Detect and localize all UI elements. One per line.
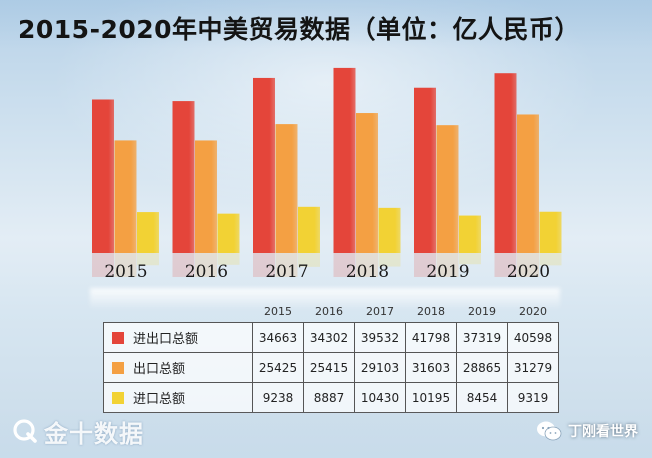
bar-reflection-export-2016: [195, 253, 217, 277]
data-table: 2015 2016 2017 2018 2019 2020 进出口总额 3466…: [103, 300, 559, 413]
legend-swatch-total: [112, 332, 124, 344]
bar-reflection-export-2018: [356, 253, 378, 277]
table-header-2016: 2016: [315, 304, 343, 318]
table-cell: 10195: [405, 382, 457, 413]
bar-import-2019: [459, 215, 481, 253]
bar-import-2016: [217, 213, 240, 253]
table-cell: 25425: [252, 352, 304, 383]
table-row-label: 出口总额: [103, 352, 253, 383]
table-cell: 34302: [303, 322, 355, 353]
table-header-2017: 2017: [366, 304, 394, 318]
table-cell: 8454: [456, 382, 508, 413]
logo-text: 金十数据: [44, 419, 144, 448]
x-tick-label-2020: 2020: [507, 262, 550, 282]
table-cell: 41798: [405, 322, 457, 353]
bar-export-2017: [275, 124, 298, 253]
table-header-2020: 2020: [519, 304, 547, 318]
x-tick-label-2016: 2016: [185, 262, 228, 282]
bar-reflection-import-2015: [137, 253, 159, 266]
bar-total-2020: [494, 73, 517, 253]
bar-reflection-total-2015: [92, 253, 114, 277]
table-cell: 39532: [354, 322, 406, 353]
table-header-2015: 2015: [264, 304, 292, 318]
jin10-logo-icon: [13, 419, 37, 443]
table-cell: 40598: [507, 322, 559, 353]
table-cell: 37319: [456, 322, 508, 353]
bar-reflection-total-2020: [494, 253, 517, 277]
table-row-export: 出口总额 25425 25415 29103 31603 28865 31279: [103, 352, 559, 383]
bar-import-2018: [378, 207, 401, 253]
bar-reflection-import-2016: [217, 253, 240, 265]
legend-swatch-export: [112, 362, 124, 374]
bar-export-2015: [114, 140, 137, 253]
credit: 丁刚看世界: [536, 418, 638, 444]
legend-swatch-import: [112, 392, 124, 404]
wechat-icon: [537, 421, 562, 441]
bar-export-2019: [436, 125, 459, 253]
table-row-import: 进口总额 9238 8887 10430 10195 8454 9319: [103, 382, 559, 413]
chart-title: 2015-2020年中美贸易数据（单位：亿人民币）: [18, 15, 581, 44]
table-header-2018: 2018: [417, 304, 445, 318]
table-cell: 25415: [303, 352, 355, 383]
x-tick-label-2015: 2015: [104, 262, 147, 282]
bar-reflection-import-2018: [378, 253, 401, 267]
bar-total-2019: [414, 87, 436, 254]
legend-label-import: 进口总额: [133, 392, 186, 407]
table-row-label: 进口总额: [103, 382, 253, 413]
table-cell: 9319: [507, 382, 559, 413]
bar-reflection-export-2015: [114, 253, 137, 277]
bar-total-2015: [92, 99, 114, 253]
bar-import-2015: [137, 212, 159, 253]
legend-label-total: 进出口总额: [133, 332, 199, 347]
bar-total-2016: [172, 101, 195, 253]
table-corner: [104, 300, 253, 323]
table-cell: 9238: [252, 382, 304, 413]
table-row-label: 进出口总额: [103, 322, 253, 353]
legend-label-export: 出口总额: [133, 362, 186, 377]
jin10-logo: 金十数据: [12, 416, 144, 448]
bar-export-2018: [356, 113, 378, 253]
table-header-2019: 2019: [468, 304, 496, 318]
table-cell: 34663: [252, 322, 304, 353]
table-cell: 31603: [405, 352, 457, 383]
bar-reflection-export-2019: [436, 253, 459, 277]
bar-reflection-import-2020: [539, 253, 562, 266]
bar-import-2020: [539, 211, 562, 253]
bar-export-2016: [195, 140, 217, 253]
title-band: [0, 0, 652, 48]
bar-reflection-total-2016: [172, 253, 195, 277]
bar-import-2017: [298, 206, 320, 253]
bar-export-2020: [517, 114, 539, 253]
bar-reflection-total-2019: [414, 253, 436, 277]
table-cell: 31279: [507, 352, 559, 383]
table-row-total: 进出口总额 34663 34302 39532 41798 37319 4059…: [103, 322, 559, 353]
bar-reflection-import-2019: [459, 253, 481, 265]
bar-reflection-export-2020: [517, 253, 539, 277]
table-cell: 29103: [354, 352, 406, 383]
x-tick-label-2019: 2019: [426, 262, 469, 282]
table-cell: 28865: [456, 352, 508, 383]
table-cell: 8887: [303, 382, 355, 413]
bar-total-2018: [333, 67, 356, 254]
floor-reflection: [90, 288, 560, 310]
table-cell: 10430: [354, 382, 406, 413]
bar-total-2017: [253, 77, 275, 253]
bar-reflection-total-2018: [333, 253, 356, 277]
bar-reflection-total-2017: [253, 253, 275, 277]
credit-text: 丁刚看世界: [568, 424, 638, 440]
bar-reflection-import-2017: [298, 253, 320, 267]
bar-reflection-export-2017: [275, 253, 298, 277]
table-header-row: 2015 2016 2017 2018 2019 2020: [104, 300, 559, 323]
x-tick-label-2017: 2017: [265, 262, 308, 282]
x-tick-label-2018: 2018: [346, 262, 389, 282]
